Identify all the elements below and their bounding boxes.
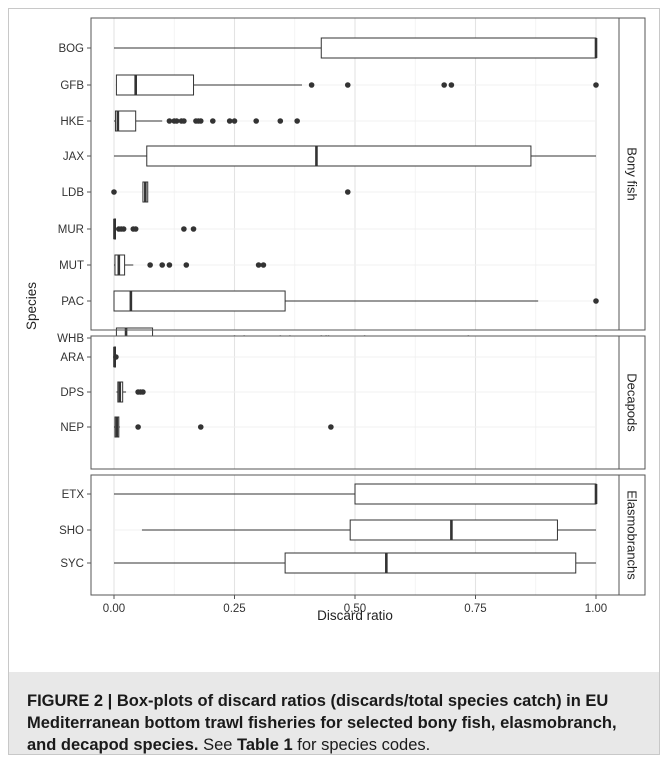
outlier-point xyxy=(166,118,173,124)
outlier-point xyxy=(166,262,173,268)
outlier-point xyxy=(159,262,165,268)
species-label: BOG xyxy=(58,43,84,55)
outlier-point xyxy=(441,82,447,88)
outlier-point xyxy=(344,82,351,88)
box-iqr xyxy=(114,110,137,132)
figure-caption: FIGURE 2 | Box-plots of discard ratios (… xyxy=(27,690,647,756)
species-label: GFB xyxy=(60,80,84,92)
facet-label: Bony fish xyxy=(625,147,640,200)
caption-see-text: See xyxy=(198,736,238,754)
species-label: MUT xyxy=(59,260,84,272)
outlier-point xyxy=(255,262,262,268)
outlier-point xyxy=(197,118,204,124)
outlier-point xyxy=(147,262,153,268)
outlier-point xyxy=(294,118,300,124)
outlier-point xyxy=(328,424,334,430)
species-label: SYC xyxy=(60,558,84,570)
box-iqr xyxy=(354,483,597,505)
species-label: NEP xyxy=(60,422,84,434)
x-tick-label: 0.50 xyxy=(344,603,366,615)
species-label: ETX xyxy=(62,489,85,501)
y-axis-label: Species xyxy=(24,282,39,330)
outlier-point xyxy=(277,118,284,124)
facet-strip xyxy=(618,335,646,470)
facet-label: Decapods xyxy=(625,373,640,432)
species-label: ARA xyxy=(60,352,84,364)
outlier-point xyxy=(120,226,127,232)
outlier-point xyxy=(173,118,180,124)
species-label: SHO xyxy=(59,525,84,537)
outlier-point xyxy=(231,118,238,124)
box-iqr xyxy=(349,519,558,541)
outlier-point xyxy=(308,82,315,88)
facet-strip xyxy=(618,474,646,596)
box-iqr xyxy=(320,37,597,59)
species-label: LDB xyxy=(62,187,85,199)
outlier-point xyxy=(448,82,455,88)
box-iqr xyxy=(113,290,286,312)
x-tick-label: 1.00 xyxy=(585,603,607,615)
caption-rest-text: for species codes. xyxy=(292,736,431,754)
outlier-point xyxy=(111,189,117,195)
box-iqr xyxy=(146,145,532,167)
outlier-point xyxy=(140,389,146,395)
x-tick-label: 0.00 xyxy=(103,603,125,615)
caption-bold-text: FIGURE 2 | Box-plots of discard ratios (… xyxy=(27,692,617,754)
outlier-point xyxy=(593,82,599,88)
outlier-point xyxy=(210,118,216,124)
outlier-point xyxy=(132,226,139,232)
outlier-point xyxy=(183,262,190,268)
outlier-point xyxy=(226,118,233,124)
facet-label: Elasmobranchs xyxy=(625,490,640,580)
outlier-point xyxy=(260,262,267,268)
species-label: HKE xyxy=(60,116,84,128)
caption-background xyxy=(9,672,659,754)
outlier-point xyxy=(197,424,204,430)
facet-strip xyxy=(618,17,646,331)
outlier-point xyxy=(181,226,187,232)
outlier-point xyxy=(190,226,197,232)
species-label: JAX xyxy=(63,151,84,163)
box-iqr xyxy=(284,552,577,574)
species-label: MUR xyxy=(58,224,84,236)
x-tick-label: 0.75 xyxy=(464,603,486,615)
x-tick-label: 0.25 xyxy=(223,603,245,615)
outlier-point xyxy=(113,354,119,360)
box-iqr xyxy=(115,74,195,96)
outlier-point xyxy=(344,189,351,195)
species-label: PAC xyxy=(61,296,84,308)
caption-table-ref: Table 1 xyxy=(237,736,293,754)
outlier-point xyxy=(593,298,599,304)
x-axis-label: Discard ratio xyxy=(317,608,393,623)
outlier-point xyxy=(181,118,187,124)
outlier-point xyxy=(135,424,141,430)
species-label: WHB xyxy=(57,333,84,345)
outlier-point xyxy=(253,118,259,124)
species-label: DPS xyxy=(60,387,84,399)
